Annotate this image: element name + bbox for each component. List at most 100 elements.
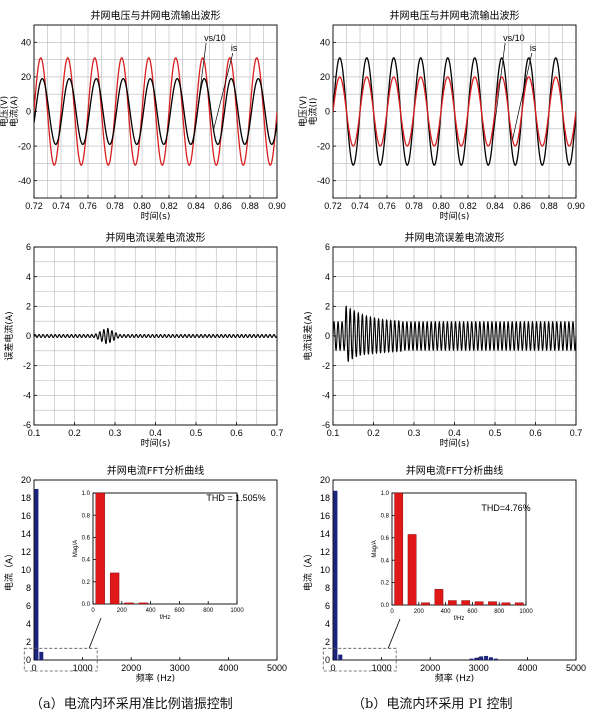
x-tick-label: 1000: [230, 608, 244, 614]
x-tick-label: 0: [31, 663, 36, 673]
x-tick-label: 0.80: [133, 201, 151, 211]
x-tick-label: 0.4: [448, 428, 461, 438]
inset-x-axis-label: f/Hz: [454, 616, 465, 622]
inset-chart: 0 200 400 600 800 1000 0.0 0.2 0.4 0.6 0.8 1.0 f/Hz M…: [372, 491, 533, 622]
inset-bar: [447, 600, 457, 606]
fft-bar: [333, 490, 338, 660]
y-tick-label: -40: [317, 176, 330, 186]
y-tick-label: 40: [320, 37, 330, 47]
x-axis-label: 频率 (Hz): [435, 672, 474, 684]
y-tick-label: 0.6: [82, 536, 91, 542]
fft-bar: [39, 651, 44, 660]
x-tick-label: 1000: [73, 663, 93, 673]
y-tick-label: 4: [26, 619, 31, 629]
series-line-is: [34, 77, 277, 146]
fft-bar: [493, 658, 498, 660]
y-tick-label: 0.4: [381, 558, 390, 564]
x-tick-label: 0: [330, 663, 335, 673]
series-label: vs/10: [503, 33, 525, 43]
chart-a-wave: 0.72 0.74 0.76 0.78 0.80 0.82 0.84 0.86 0.88 0.90…: [0, 9, 286, 222]
y-axis-label: 误差电流(A): [3, 311, 15, 360]
y-tick-label: 14: [320, 529, 330, 539]
y-tick-label: 4: [325, 272, 330, 282]
x-tick-label: 400: [146, 608, 157, 614]
series-leader-line: [491, 42, 506, 144]
x-tick-label: 4000: [218, 663, 238, 673]
plot-frame: [92, 492, 238, 605]
y-tick-label: 1.0: [381, 491, 390, 497]
series-label: vs/10: [204, 33, 226, 43]
y-tick-label: 6: [26, 601, 31, 611]
y-tick-label: -4: [23, 390, 31, 400]
x-tick-label: 0.72: [324, 201, 342, 211]
inset-bar: [109, 572, 120, 605]
inset-bar: [434, 589, 444, 606]
caption-right: （b）电流内环采用 PI 控制: [352, 697, 513, 712]
x-tick-label: 4000: [517, 663, 537, 673]
x-tick-label: 3000: [469, 663, 489, 673]
x-tick-label: 1000: [519, 609, 533, 615]
x-tick-label: 0.1: [327, 428, 340, 438]
x-tick-label: 0.2: [367, 428, 380, 438]
chart-a-err: 0.1 0.2 0.3 0.4 0.5 0.6 0.7 -6 -4 -2 0 2 4 6 并网电流误差电流波…: [3, 231, 283, 449]
zoom-pointer-line: [387, 618, 401, 649]
x-tick-label: 5000: [566, 663, 586, 673]
x-tick-label: 0.86: [513, 201, 531, 211]
y-tick-label: 0.2: [82, 580, 91, 586]
y-tick-label: -20: [18, 141, 31, 151]
x-tick-label: 5000: [267, 663, 287, 673]
y-tick-label: 2: [26, 301, 31, 311]
y-tick-label: -4: [322, 390, 330, 400]
y-tick-label: 1.0: [82, 491, 91, 497]
y-tick-label: 2: [325, 301, 330, 311]
fft-bar: [34, 489, 39, 660]
inset-y-axis-label: Mag/A: [372, 540, 378, 557]
x-tick-label: 0.6: [529, 428, 542, 438]
x-tick-label: 0.5: [489, 428, 502, 438]
x-tick-label: 200: [414, 609, 425, 615]
y-axis-label: 电流误差(A): [302, 311, 314, 360]
inset-bar: [95, 492, 105, 605]
chart-title: 并网电压与并网电流输出波形: [390, 9, 520, 22]
y-tick-label: 12: [320, 547, 330, 557]
x-tick-label: 2000: [420, 663, 440, 673]
inset-y-axis-label: Mag/A: [73, 540, 79, 557]
x-tick-label: 0.2: [68, 428, 81, 438]
y-tick-label: 20: [21, 475, 31, 485]
fft-bar: [474, 657, 479, 660]
x-tick-label: 0.5: [190, 428, 203, 438]
y-tick-label: 8: [26, 583, 31, 593]
chart-title: 并网电流误差电流波形: [106, 231, 206, 244]
x-tick-label: 0.3: [408, 428, 421, 438]
y-tick-label: 0: [325, 107, 330, 117]
chart-a-fft: 0 1000 2000 3000 4000 500002468101214161820并网…: [3, 464, 287, 684]
x-tick-label: 0.84: [486, 201, 504, 211]
inset-chart: 0 200 400 600 800 1000 0.0 0.2 0.4 0.6 0.8 1.0 f/Hz M…: [73, 491, 244, 621]
y-axis-label: 电流（A）: [3, 549, 15, 591]
x-tick-label: 1000: [372, 663, 392, 673]
y-tick-label: 10: [320, 565, 330, 575]
x-tick-label: 0.82: [160, 201, 178, 211]
y-tick-label: 0: [26, 655, 31, 665]
x-tick-label: 0.80: [432, 201, 450, 211]
fft-bar: [479, 656, 484, 660]
y-tick-label: -2: [322, 361, 330, 371]
x-tick-label: 800: [203, 608, 214, 614]
y-tick-label: 0: [26, 107, 31, 117]
inset-x-axis-label: f/Hz: [160, 615, 171, 621]
chart-title: 并网电流FFT分析曲线: [406, 464, 503, 477]
y-tick-label: 16: [320, 511, 330, 521]
caption-left: （a）电流内环采用准比例谐振控制: [30, 697, 233, 712]
x-axis-label: 时间(s): [141, 210, 171, 222]
inset-bar: [407, 534, 417, 606]
inset-bar: [421, 602, 430, 606]
x-tick-label: 3000: [170, 663, 190, 673]
y-tick-label: 0: [325, 331, 330, 341]
series-label: is: [530, 43, 537, 53]
y-tick-label: 2: [26, 637, 31, 647]
series-line-error: [332, 305, 577, 362]
zoom-pointer-line: [88, 617, 102, 649]
x-axis-label: 时间(s): [440, 437, 470, 449]
inset-bar: [501, 602, 511, 606]
